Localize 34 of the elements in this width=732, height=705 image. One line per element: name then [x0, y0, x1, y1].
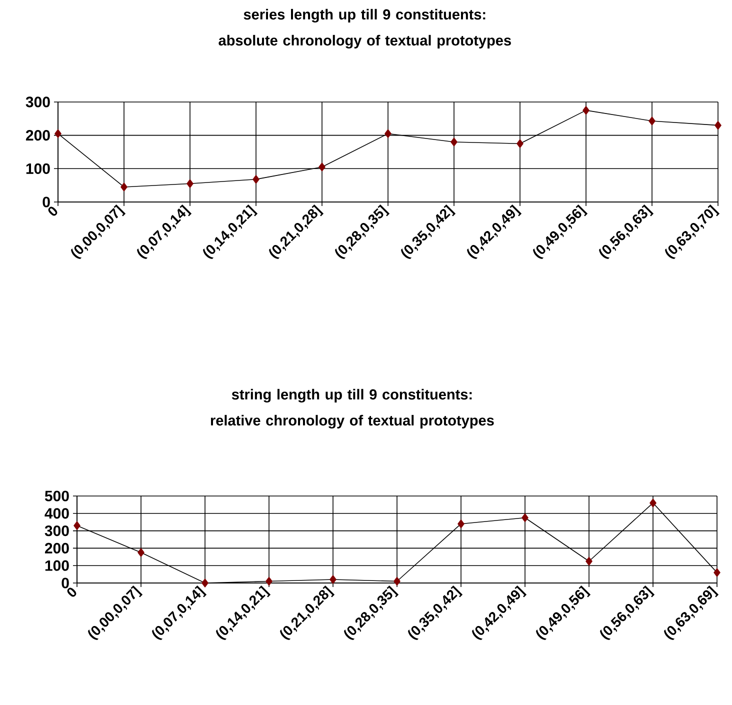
point — [266, 576, 272, 586]
point — [54, 129, 62, 138]
point — [74, 521, 80, 530]
point — [394, 576, 400, 586]
y-tick-label: 100 — [45, 560, 69, 571]
y-tick-label: 300 — [44, 525, 69, 536]
point — [582, 106, 590, 115]
point — [648, 116, 656, 126]
point — [516, 139, 524, 148]
point — [252, 174, 260, 184]
y-tick-label: 100 — [26, 163, 50, 174]
point — [186, 179, 194, 188]
point — [714, 568, 720, 577]
point — [458, 519, 464, 528]
x-tick-label: 0 — [67, 588, 76, 597]
y-tick-label: 200 — [44, 542, 69, 554]
point — [522, 513, 528, 522]
point — [318, 162, 326, 172]
y-tick-label: 200 — [26, 130, 50, 141]
y-tick-label: 500 — [44, 490, 69, 502]
chart-title: string length up till 9 constituents: relative chronology of textual prototypes — [210, 388, 494, 429]
y-tick-label: 0 — [42, 196, 50, 208]
point — [330, 575, 336, 584]
point — [450, 138, 458, 146]
y-tick-label: 300 — [26, 96, 50, 108]
point — [650, 498, 656, 508]
y-tick-label: 0 — [62, 578, 69, 588]
chart-title: series length up till 9 constituents: absolute chronology of textual prototypes — [218, 8, 511, 48]
y-tick-label: 400 — [44, 508, 69, 519]
point — [138, 548, 144, 557]
point — [586, 556, 592, 566]
point — [384, 129, 392, 138]
point — [120, 182, 128, 192]
point — [714, 120, 722, 130]
